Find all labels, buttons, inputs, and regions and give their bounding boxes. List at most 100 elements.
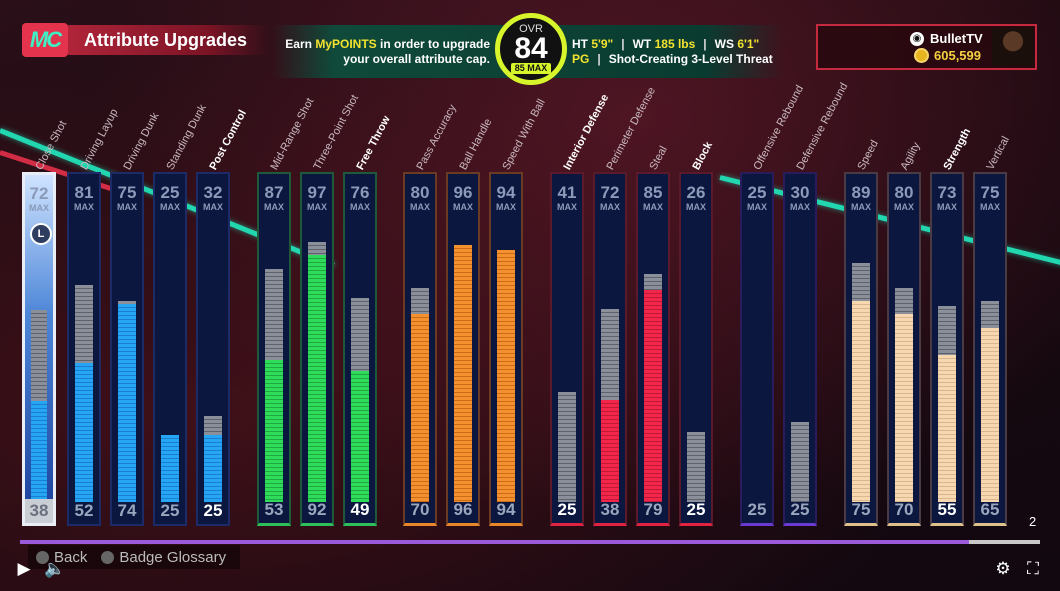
max-label: MAX <box>160 202 180 212</box>
current-value: 25 <box>160 501 180 520</box>
ovr-max: 85 MAX <box>510 63 552 74</box>
attribute-bar-post-control[interactable]: 32 MAX 25 <box>196 172 230 526</box>
potential-fill <box>558 392 576 502</box>
attribute-bar-perimeter-defense[interactable]: 72 MAX 38 <box>593 172 627 526</box>
attribute-bar-block[interactable]: 26 MAX 25 <box>679 172 713 526</box>
current-fill <box>118 303 136 502</box>
max-label: MAX <box>894 202 914 212</box>
back-label: Back <box>54 548 88 566</box>
player-build: PG | Shot-Creating 3-Level Threat <box>572 52 773 66</box>
current-fill <box>75 362 93 502</box>
current-value: 75 <box>851 500 871 519</box>
separator: | <box>703 37 707 51</box>
current-value: 79 <box>643 500 663 519</box>
current-value: 52 <box>74 501 94 520</box>
current-value: 92 <box>307 500 327 519</box>
attribute-label: Speed With Ball <box>500 97 548 172</box>
player-name: BulletTV <box>930 31 983 46</box>
separator: | <box>597 52 601 66</box>
attribute-label: Driving Dunk <box>121 110 162 172</box>
max-label: MAX <box>117 202 137 212</box>
attribute-bar-offensive-rebound[interactable]: 25 MAX 25 <box>740 172 774 526</box>
weight-value: 185 lbs <box>654 37 696 51</box>
current-fill <box>454 244 472 502</box>
attribute-bar-driving-dunk[interactable]: 75 MAX 74 <box>110 172 144 526</box>
points-text-part: Earn <box>285 37 316 51</box>
max-value: 75 <box>980 183 1000 202</box>
attribute-bar-speed[interactable]: 89 MAX 75 <box>844 172 878 526</box>
attribute-bar-vertical[interactable]: 75 MAX 65 <box>973 172 1007 526</box>
current-value: 38 <box>600 500 620 519</box>
max-value: 97 <box>307 183 327 202</box>
max-value: 25 <box>747 183 767 202</box>
attribute-label: Free Throw <box>354 114 393 172</box>
attribute-label: Agility <box>898 140 923 172</box>
page-title: Attribute Upgrades <box>84 29 248 50</box>
attribute-label: Three-Point Shot <box>311 92 362 172</box>
attribute-bar-free-throw[interactable]: 76 MAX 49 <box>343 172 377 526</box>
current-fill <box>31 401 47 503</box>
back-button[interactable]: Back <box>36 549 87 566</box>
play-icon[interactable]: ▶ <box>17 559 31 578</box>
max-value: 76 <box>350 183 370 202</box>
attribute-bar-agility[interactable]: 80 MAX 70 <box>887 172 921 526</box>
attribute-label: Interior Defense <box>561 92 612 172</box>
attribute-label: Strength <box>941 126 974 172</box>
current-fill <box>411 314 429 502</box>
current-fill <box>204 435 222 502</box>
ovr-label: OVR <box>519 23 543 35</box>
attribute-bar-speed-with-ball[interactable]: 94 MAX 94 <box>489 172 523 526</box>
current-value: 70 <box>410 500 430 519</box>
title-banner: Attribute Upgrades <box>68 25 268 55</box>
max-label: MAX <box>851 202 871 212</box>
attribute-bar-interior-defense[interactable]: 41 MAX 25 <box>550 172 584 526</box>
currency-value: 605,599 <box>934 48 981 63</box>
current-fill <box>852 301 870 502</box>
max-value: 73 <box>937 183 957 202</box>
badge-glossary-button[interactable]: Badge Glossary <box>101 549 226 566</box>
player-card: ◉ BulletTV 605,599 <box>816 24 1037 70</box>
attribute-bar-driving-layup[interactable]: 81 MAX 52 <box>67 172 101 526</box>
ovr-value: 84 <box>514 32 548 65</box>
vc-coin-icon <box>914 48 929 63</box>
video-progress-bar[interactable] <box>20 540 1040 544</box>
max-label: MAX <box>747 202 767 212</box>
current-value: 96 <box>453 500 473 519</box>
max-value: 30 <box>790 183 810 202</box>
max-value: 81 <box>74 183 94 202</box>
attribute-label: Standing Dunk <box>164 102 209 172</box>
attribute-label: Ball Handle <box>457 116 495 172</box>
current-value: 25 <box>686 500 706 519</box>
current-fill <box>938 354 956 502</box>
current-value: 65 <box>980 500 1000 519</box>
attribute-bar-steal[interactable]: 85 MAX 79 <box>636 172 670 526</box>
attribute-bar-standing-dunk[interactable]: 25 MAX 25 <box>153 172 187 526</box>
video-controls: ▶ 🔈 ⚙ ⛶ <box>0 555 1060 587</box>
current-value: 38 <box>25 499 53 523</box>
video-progress-fill <box>20 540 969 544</box>
attribute-bar-pass-accuracy[interactable]: 80 MAX 70 <box>403 172 437 526</box>
max-value: 41 <box>557 183 577 202</box>
attribute-bar-strength[interactable]: 73 MAX 55 <box>930 172 964 526</box>
height-label: HT <box>572 37 588 51</box>
attribute-bar-three-point-shot[interactable]: 97 MAX 92 <box>300 172 334 526</box>
height-value: 5'9" <box>591 37 614 51</box>
max-label: MAX <box>557 202 577 212</box>
attribute-bar-close-shot[interactable]: 72 MAX L 38 <box>22 172 56 526</box>
max-value: 94 <box>496 183 516 202</box>
max-label: MAX <box>350 202 370 212</box>
fullscreen-icon[interactable]: ⛶ <box>1027 559 1039 578</box>
position-value: PG <box>572 52 590 66</box>
attribute-label: Vertical <box>984 134 1012 172</box>
current-value: 70 <box>894 500 914 519</box>
attribute-bar-mid-range-shot[interactable]: 87 MAX 53 <box>257 172 291 526</box>
max-value: 80 <box>894 183 914 202</box>
max-label: MAX <box>74 202 94 212</box>
attribute-bar-ball-handle[interactable]: 96 MAX 96 <box>446 172 480 526</box>
points-info: Earn MyPOINTS in order to upgrade your o… <box>272 37 490 67</box>
settings-icon[interactable]: ⚙ <box>995 559 1011 578</box>
volume-icon[interactable]: 🔈 <box>44 559 66 578</box>
max-label: MAX <box>203 202 223 212</box>
attribute-bar-defensive-rebound[interactable]: 30 MAX 25 <box>783 172 817 526</box>
max-value: 85 <box>643 183 663 202</box>
